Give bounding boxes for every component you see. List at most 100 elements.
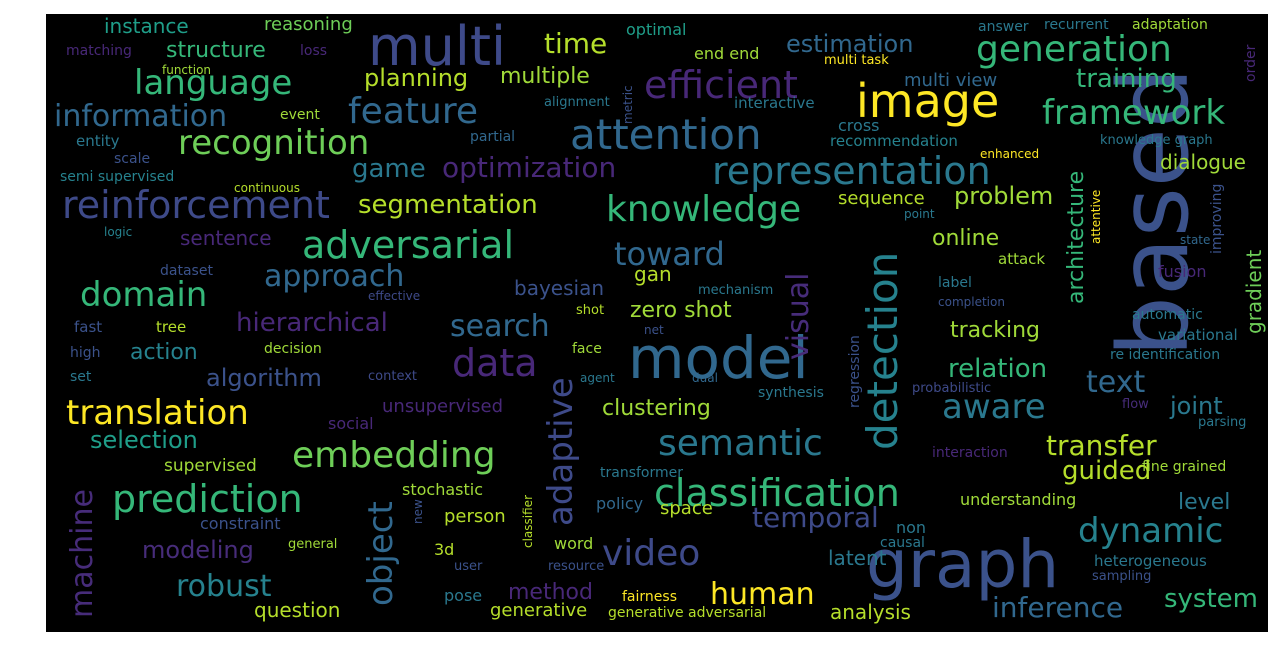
word-semi-supervised: semi supervised [60,169,175,185]
word-flow: flow [1122,397,1149,412]
word-architecture: architecture [1064,170,1089,304]
word-effective: effective [368,289,421,303]
word-analysis: analysis [830,600,911,624]
word-estimation: estimation [786,30,914,58]
word-tracking: tracking [950,318,1041,343]
word-space: space [660,498,713,519]
word-high: high [70,345,101,361]
word-human: human [710,577,815,612]
word-feature: feature [348,91,478,132]
word-state: state [1180,233,1211,247]
word-gradient: gradient [1242,249,1266,334]
word-label: label [938,275,972,291]
word-semantic: semantic [658,423,823,464]
word-fusion: fusion [1158,262,1207,281]
word-attack: attack [998,250,1046,268]
word-sequence: sequence [838,188,925,209]
word-video: video [602,533,701,574]
word-new: new [411,499,425,524]
word-gan: gan [634,262,672,286]
word-attention: attention [570,110,762,159]
word-prediction: prediction [112,477,303,521]
word-answer: answer [978,19,1029,35]
word-visual: visual [781,272,816,360]
word-optimization: optimization [442,151,617,184]
word-image: image [856,74,1000,128]
word-efficient: efficient [644,63,798,107]
word-user: user [454,559,483,574]
word-relation: relation [948,354,1048,384]
word-cross: cross [838,116,880,135]
word-context: context [368,369,417,384]
word-person: person [444,506,506,527]
word-understanding: understanding [960,490,1077,509]
word-loss: loss [300,43,328,59]
word-dialogue: dialogue [1160,150,1246,174]
word-joint: joint [1170,392,1223,420]
word-probabilistic: probabilistic [912,381,992,396]
word-set: set [70,369,92,385]
word-transfer: transfer [1046,429,1157,462]
word-fairness: fairness [622,589,677,605]
word-supervised: supervised [164,456,257,476]
word-search: search [450,309,550,344]
word-toward: toward [614,235,725,273]
word-text: text [1086,365,1146,400]
word-algorithm: algorithm [206,364,322,392]
word-level: level [1178,490,1231,515]
word-aware: aware [942,387,1046,427]
word-regression: regression [847,335,863,408]
word-object: object [361,501,401,606]
word-modeling: modeling [142,536,254,564]
word-dual: dual [692,371,718,385]
word-information: information [54,99,228,134]
word-generative: generative [490,600,588,621]
word-net: net [644,323,664,337]
word-interactive: interactive [734,94,815,112]
word-scale: scale [114,151,151,167]
word-action: action [130,340,198,365]
word-adversarial: adversarial [302,223,515,267]
word-dynamic: dynamic [1078,511,1224,551]
word-problem: problem [954,182,1054,210]
word-approach: approach [264,259,405,294]
word-multi-task: multi task [824,53,889,68]
word-tree: tree [156,318,187,336]
word-sampling: sampling [1092,569,1152,584]
word-fast: fast [74,318,103,336]
word-point: point [904,207,935,221]
word-time: time [544,27,608,60]
word-unsupervised: unsupervised [382,396,504,417]
word-pose: pose [444,586,483,605]
word-instance: instance [104,14,189,38]
word-continuous: continuous [234,181,300,195]
word-adaptive: adaptive [541,377,581,526]
word-word: word [554,534,594,553]
word-domain: domain [80,275,208,315]
word-heterogeneous: heterogeneous [1094,552,1207,570]
word-synthesis: synthesis [758,385,824,401]
word-guided: guided [1062,456,1152,486]
word-classifier: classifier [521,495,535,548]
word-zero-shot: zero shot [630,298,732,323]
word-multi: multi [368,15,507,78]
word-causal: causal [880,535,925,551]
word-framework: framework [1042,93,1226,133]
word-attentive: attentive [1089,189,1103,244]
word-planning: planning [364,64,469,92]
word-structure: structure [166,38,266,63]
word-policy: policy [596,494,644,513]
word-alignment: alignment [544,95,610,110]
word-non: non [896,518,927,537]
word-translation: translation [66,393,249,433]
word-graph: graph [866,526,1060,603]
word-clustering: clustering [602,396,711,421]
word-robust: robust [176,569,272,604]
word-adaptation: adaptation [1132,17,1208,33]
word-variational: variational [1158,326,1238,344]
word-sentence: sentence [180,226,272,250]
word-function: function [162,63,212,77]
word-constraint: constraint [200,514,281,533]
word-social: social [328,414,374,433]
word-event: event [280,107,320,123]
